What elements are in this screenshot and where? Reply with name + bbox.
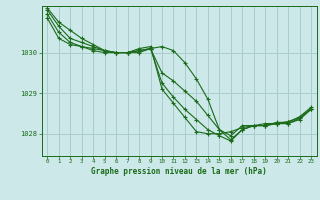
X-axis label: Graphe pression niveau de la mer (hPa): Graphe pression niveau de la mer (hPa) bbox=[91, 167, 267, 176]
